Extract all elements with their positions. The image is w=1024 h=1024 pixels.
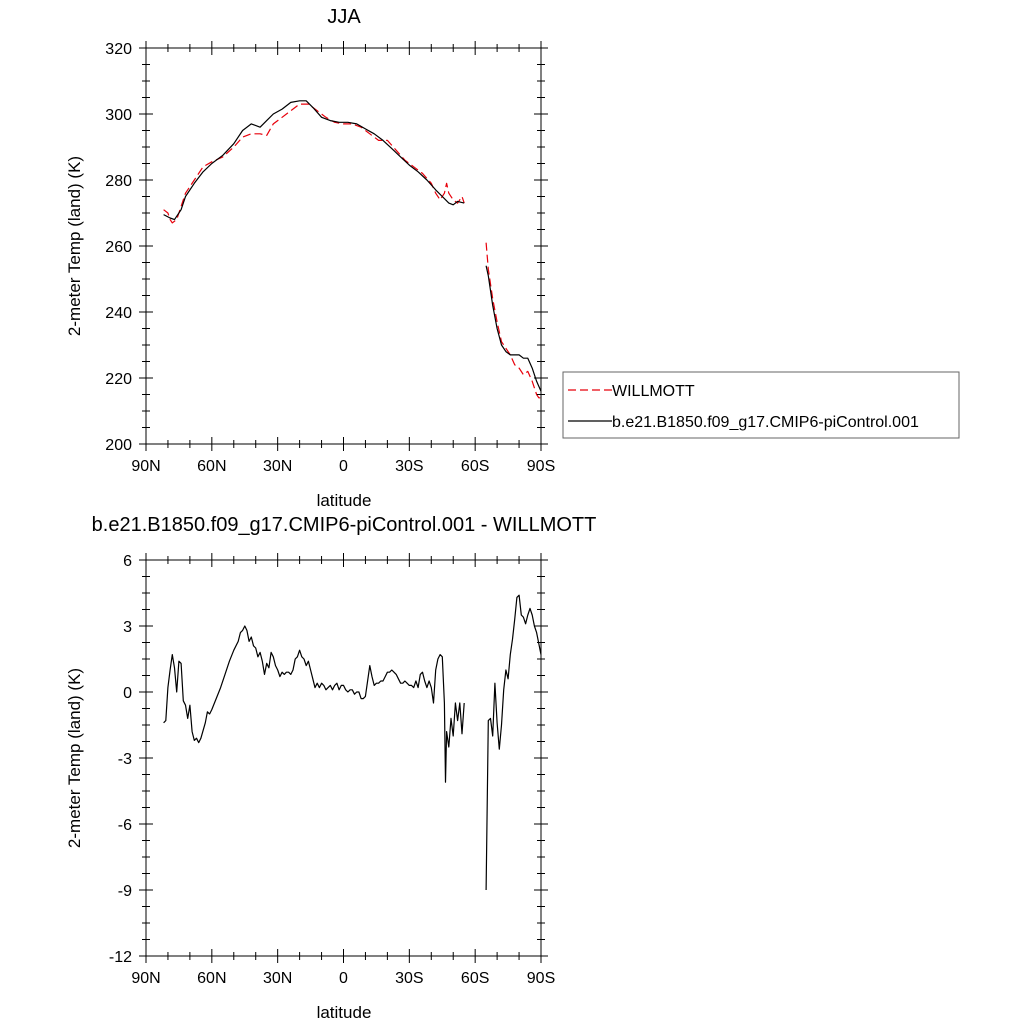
- plot-frame: [145, 47, 542, 445]
- x-tick-label: 0: [339, 458, 348, 475]
- series-0-line-segment-0: [163, 625, 465, 783]
- x-tick-label: 0: [339, 970, 348, 987]
- legend-box: [562, 371, 960, 439]
- x-tick-label: 90S: [527, 970, 555, 987]
- y-tick-label: 3: [123, 619, 132, 636]
- x-tick-label: 60N: [197, 458, 226, 475]
- tick-labels: 90N 60N 30N 0 30S 60S 90S 200 220 240 260 280 300 320: [105, 41, 555, 475]
- plot-lines: [163, 100, 542, 399]
- x-tick-label: 90S: [527, 458, 555, 475]
- tick-marks: [139, 41, 548, 451]
- y-tick-label: 260: [105, 239, 132, 256]
- y-tick-label: -3: [118, 751, 132, 768]
- plot-lines: [163, 594, 542, 891]
- x-tick-label: 90N: [131, 970, 160, 987]
- y-tick-label: -12: [109, 949, 132, 966]
- x-axis-label: latitude: [317, 1003, 372, 1022]
- series-0-line-segment-1: [485, 242, 541, 399]
- series-1-line-segment-0: [163, 100, 465, 221]
- x-tick-label: 60S: [461, 970, 489, 987]
- x-tick-label: 30N: [263, 970, 292, 987]
- series-0-line-segment-0: [163, 103, 465, 224]
- y-axis-label: 2-meter Temp (land) (K): [65, 668, 84, 848]
- tick-marks: [139, 553, 548, 963]
- x-tick-label: 30S: [395, 458, 423, 475]
- y-tick-label: 280: [105, 173, 132, 190]
- y-axis-label: 2-meter Temp (land) (K): [65, 156, 84, 336]
- x-tick-label: 60N: [197, 970, 226, 987]
- x-axis-label: latitude: [317, 491, 372, 510]
- legend: WILLMOTT b.e21.B1850.f09_g17.CMIP6-piCon…: [562, 371, 960, 439]
- y-tick-label: 200: [105, 437, 132, 454]
- tick-labels: 90N 60N 30N 0 30S 60S 90S -12 -9 -6 -3 0 3 6: [109, 553, 555, 987]
- y-tick-label: -6: [118, 817, 132, 834]
- legend-label-willmott: WILLMOTT: [612, 383, 695, 400]
- panel-title: JJA: [327, 6, 361, 28]
- y-tick-label: 320: [105, 41, 132, 58]
- y-tick-label: 240: [105, 305, 132, 322]
- difference-panel: b.e21.B1850.f09_g17.CMIP6-piControl.001 …: [65, 514, 596, 1022]
- temperature-panel: JJA 90N 60N 30N 0 30S 60S 90S 200 220 240 260 280 30…: [65, 6, 555, 510]
- y-tick-label: -9: [118, 883, 132, 900]
- x-tick-label: 90N: [131, 458, 160, 475]
- y-tick-label: 6: [123, 553, 132, 570]
- y-tick-label: 300: [105, 107, 132, 124]
- series-0-line-segment-1: [485, 594, 542, 891]
- x-tick-label: 60S: [461, 458, 489, 475]
- y-tick-label: 220: [105, 371, 132, 388]
- legend-label-model: b.e21.B1850.f09_g17.CMIP6-piControl.001: [612, 414, 919, 431]
- panel-title: b.e21.B1850.f09_g17.CMIP6-piControl.001 …: [92, 514, 597, 536]
- plot-frame: [145, 559, 542, 957]
- series-1-line-segment-1: [485, 265, 542, 392]
- x-tick-label: 30N: [263, 458, 292, 475]
- y-tick-label: 0: [123, 685, 132, 702]
- x-tick-label: 30S: [395, 970, 423, 987]
